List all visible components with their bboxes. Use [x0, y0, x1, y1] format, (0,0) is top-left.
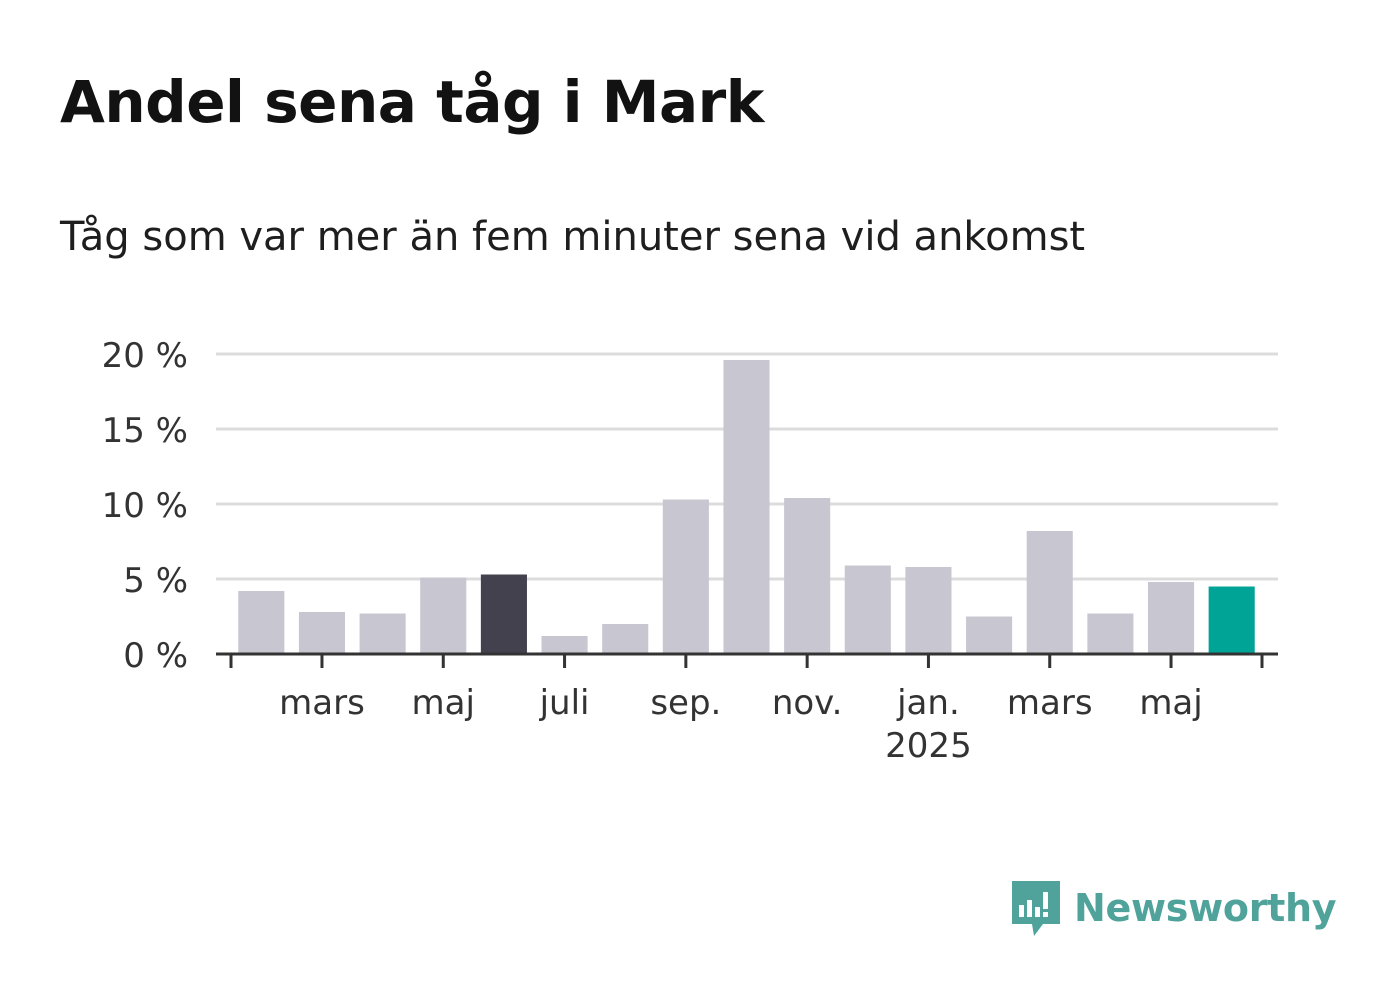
x-tick-label: mars	[279, 683, 365, 723]
y-tick-label: 5 %	[123, 561, 188, 601]
bar	[480, 574, 527, 654]
bar	[602, 624, 649, 654]
x-tick-label: maj	[412, 683, 475, 723]
y-tick-label: 15 %	[102, 411, 188, 451]
bar	[1147, 582, 1195, 654]
y-tick-label: 0 %	[123, 636, 188, 676]
brand-name: Newsworthy	[1074, 886, 1337, 930]
bar	[541, 636, 588, 654]
x-tick-label: maj	[1139, 683, 1202, 723]
bar	[238, 591, 285, 654]
bar	[723, 360, 770, 654]
bar	[1026, 531, 1073, 654]
x-tick-year-label: 2025	[885, 726, 972, 766]
bar	[1087, 613, 1134, 654]
brand-logo: Newsworthy	[1010, 878, 1337, 938]
newsworthy-logo-icon	[1012, 881, 1060, 936]
bar	[420, 577, 467, 654]
chart-title: Andel sena tåg i Mark	[60, 68, 764, 136]
bar	[359, 613, 406, 654]
bar	[844, 565, 891, 654]
bar	[662, 499, 709, 654]
bar	[966, 616, 1013, 654]
y-tick-label: 10 %	[102, 486, 188, 526]
bar	[298, 612, 346, 654]
bar	[1208, 586, 1255, 654]
x-tick-label: juli	[539, 683, 590, 723]
x-tick-label: nov.	[772, 683, 843, 723]
bar	[905, 567, 952, 654]
chart-subtitle: Tåg som var mer än fem minuter sena vid …	[60, 214, 1086, 260]
x-tick-label: mars	[1007, 683, 1093, 723]
y-tick-label: 20 %	[102, 336, 188, 376]
bar	[784, 498, 831, 654]
x-tick-label: sep.	[650, 683, 721, 723]
x-tick-label: jan.	[896, 683, 960, 723]
